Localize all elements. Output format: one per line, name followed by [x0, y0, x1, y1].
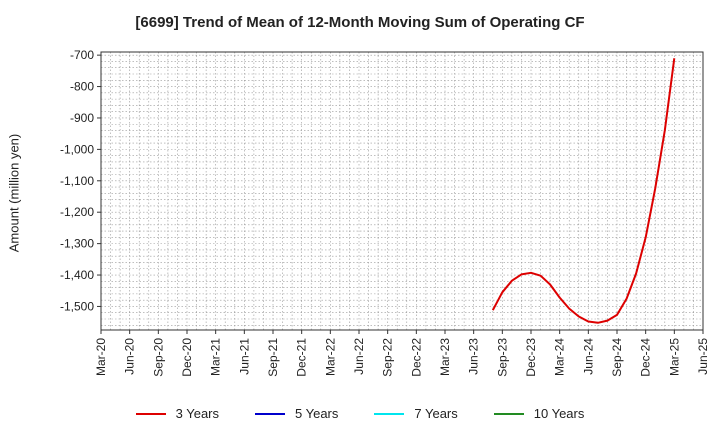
legend: 3 Years 5 Years 7 Years 10 Years — [0, 406, 720, 421]
y-tick-label: -1,000 — [60, 142, 94, 156]
legend-item: 10 Years — [493, 406, 585, 421]
legend-label: 10 Years — [533, 406, 585, 421]
x-tick-label: Mar-24 — [553, 338, 567, 376]
y-tick-label: -1,300 — [60, 237, 94, 251]
y-tick-label: -1,100 — [60, 174, 94, 188]
x-tick-label: Jun-24 — [581, 338, 595, 375]
x-tick-label: Mar-22 — [323, 338, 337, 376]
y-tick-label: -700 — [70, 48, 94, 62]
legend-swatch — [135, 412, 166, 415]
x-tick-label: Dec-22 — [409, 338, 423, 377]
x-tick-label: Dec-23 — [524, 338, 538, 377]
x-tick-label: Mar-23 — [438, 338, 452, 376]
chart-title: [6699] Trend of Mean of 12-Month Moving … — [135, 14, 585, 31]
x-tick-label: Jun-23 — [467, 338, 481, 375]
y-tick-label: -1,400 — [60, 268, 94, 282]
legend-item: 7 Years — [374, 406, 458, 421]
legend-swatch — [255, 412, 285, 415]
x-tick-label: Sep-23 — [495, 338, 509, 377]
x-tick-label: Jun-21 — [237, 338, 251, 375]
x-tick-label: Dec-24 — [639, 338, 653, 377]
x-tick-label: Dec-20 — [180, 338, 194, 377]
x-tick-label: Sep-24 — [610, 338, 624, 377]
x-tick-label: Jun-20 — [123, 338, 137, 375]
x-tick-label: Jun-22 — [352, 338, 366, 375]
legend-label: 5 Years — [295, 406, 339, 421]
x-tick-label: Mar-21 — [209, 338, 223, 376]
y-tick-label: -800 — [70, 80, 94, 94]
x-tick-label: Mar-25 — [667, 338, 681, 376]
y-tick-label: -900 — [70, 111, 94, 125]
x-tick-label: Jun-25 — [696, 338, 710, 375]
legend-label: 7 Years — [414, 406, 458, 421]
plot-area — [101, 52, 703, 330]
legend-item: 3 Years — [135, 406, 219, 421]
series-line-3-years — [491, 58, 676, 324]
x-tick-label: Sep-20 — [151, 338, 165, 377]
legend-item: 5 Years — [255, 406, 338, 421]
legend-label: 3 Years — [175, 406, 219, 421]
x-tick-label: Dec-21 — [295, 338, 309, 377]
plot-border — [100, 51, 704, 331]
x-tick-label: Sep-21 — [266, 338, 280, 377]
y-tick-label: -1,200 — [60, 205, 94, 219]
y-tick-label: -1,500 — [60, 299, 94, 313]
legend-swatch — [493, 412, 524, 415]
x-tick-label: Mar-20 — [94, 338, 108, 376]
x-tick-label: Sep-22 — [381, 338, 395, 377]
legend-swatch — [374, 412, 405, 415]
